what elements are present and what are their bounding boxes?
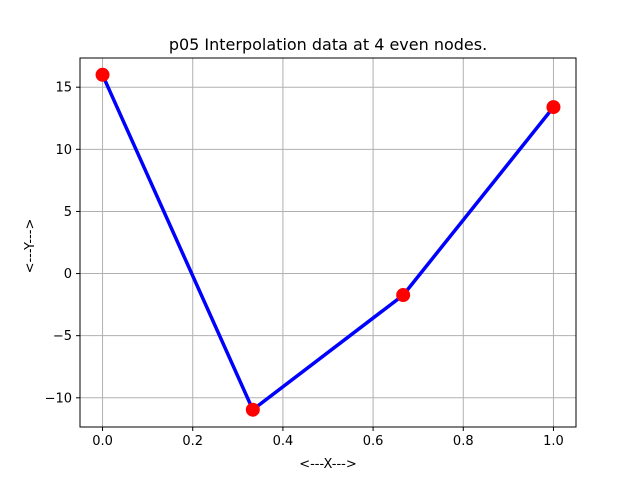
data-point [396,288,411,303]
y-tick-label: −10 [45,391,72,406]
y-tick-label: 10 [55,143,72,158]
grid [80,58,576,427]
axis-ticks: 0.0 0.2 0.4 0.6 0.8 1.0 −10 −5 0 5 10 15 [45,81,564,449]
data-point [546,100,561,115]
x-axis-label: <---X---> [299,457,357,472]
chart-title: p05 Interpolation data at 4 even nodes. [169,35,487,54]
x-tick-label: 0.8 [453,434,474,449]
x-tick-label: 0.6 [363,434,384,449]
x-tick-label: 0.4 [273,434,294,449]
x-tick-label: 0.0 [92,434,113,449]
y-tick-label: 15 [55,81,72,96]
y-tick-label: −5 [53,329,72,344]
y-tick-label: 0 [64,267,72,282]
x-tick-label: 1.0 [543,434,564,449]
data-point [95,67,110,82]
x-tick-label: 0.2 [182,434,203,449]
data-point [245,402,260,417]
y-tick-label: 5 [64,205,72,220]
series-line [100,74,555,412]
data-series [95,67,561,417]
y-axis-label: <---Y---> [23,219,38,274]
plot-frame [79,57,577,428]
